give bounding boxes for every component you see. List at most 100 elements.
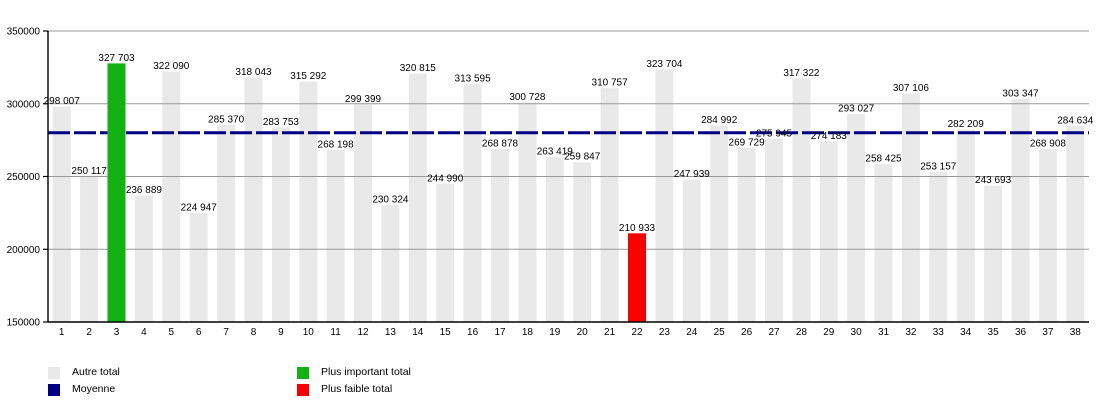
bar [189,213,208,322]
bar [600,88,619,322]
bar-value-label: 285 370 [208,115,245,126]
bar [244,77,263,322]
x-axis-label: 22 [631,327,643,338]
bar [984,185,1003,322]
x-axis-label: 8 [251,327,257,338]
bar-value-label: 250 117 [71,166,107,177]
x-axis-label: 26 [741,327,753,338]
x-axis-label: 24 [686,327,698,338]
bar [326,150,345,322]
bar [52,106,71,322]
bar-value-label: 253 157 [920,161,957,172]
bar-value-label: 307 106 [893,83,930,94]
bar [765,138,783,322]
bar-value-label: 275 945 [756,128,793,139]
x-axis-label: 2 [86,327,92,338]
legend-item-plus-faible-total: Plus faible total [297,383,392,396]
bar-value-label: 284 634 [1057,116,1094,127]
bar-value-label: 282 209 [948,119,985,130]
legend-label-autre-total: Autre total [72,366,120,378]
x-axis-label: 36 [1015,327,1027,338]
plus-faible-total-swatch [297,383,309,396]
bar-value-label: 259 847 [564,152,601,163]
bar [737,147,756,322]
x-axis-label: 30 [851,327,863,338]
y-axis-label: 200000 [7,245,41,256]
legend-item-plus-important-total: Plus important total [297,366,411,379]
bar-value-label: 224 947 [181,203,218,214]
legend-item-moyenne: Moyenne [48,383,115,396]
bar-value-label: 298 007 [44,96,81,107]
bar-value-label: 300 728 [509,92,546,103]
bar [299,81,318,322]
bar [901,93,920,323]
bar [217,125,236,322]
bar-value-label: 327 703 [98,53,135,64]
x-axis-label: 35 [988,327,1000,338]
x-axis-label: 29 [823,327,835,338]
bar [956,129,975,322]
bar-value-label: 315 292 [290,71,327,82]
bar-value-label: 236 889 [126,185,163,196]
bar-value-label: 274 183 [811,131,848,142]
x-axis-label: 9 [278,327,284,338]
bar-value-label: 268 878 [482,139,519,150]
x-axis-label: 25 [714,327,726,338]
bar [381,205,400,322]
bar-value-label: 283 753 [263,117,300,128]
bar [162,71,181,322]
x-axis-label: 16 [467,327,479,338]
x-axis-label: 38 [1070,327,1082,338]
bar [271,127,290,323]
bar-value-label: 320 815 [400,63,437,74]
bar-value-label: 269 729 [729,137,766,148]
bar [929,171,948,322]
bar [1011,98,1030,323]
x-axis-label: 34 [960,327,972,338]
x-axis-label: 17 [494,327,506,338]
x-axis-label: 15 [440,327,452,338]
legend-label-plus-important-total: Plus important total [321,366,411,378]
bar-value-label: 284 992 [701,115,738,126]
x-axis-label: 28 [796,327,808,338]
bar [682,179,701,322]
bar-value-label: 322 090 [153,61,190,72]
bar [819,141,838,322]
bar-value-label: 247 939 [674,169,711,180]
y-axis-label: 250000 [7,172,41,183]
bar-value-label: 318 043 [235,67,272,78]
x-axis-label: 27 [768,327,780,338]
x-axis-label: 14 [412,327,424,338]
legend-label-moyenne: Moyenne [72,383,116,395]
legend-label-plus-faible-total: Plus faible total [321,383,393,395]
x-axis-label: 32 [905,327,917,338]
bar [1066,126,1085,322]
bar [847,113,866,323]
bar-value-label: 263 419 [537,147,574,158]
y-axis-label: 300000 [7,99,41,110]
bar-value-label: 230 324 [372,195,409,206]
x-axis-label: 37 [1042,327,1054,338]
x-axis-label: 19 [549,327,561,338]
bar-value-label: 303 347 [1002,88,1039,99]
bar-value-label: 268 908 [1030,139,1067,150]
bar [573,162,592,322]
x-axis-label: 31 [878,327,890,338]
x-axis-label: 18 [522,327,534,338]
x-axis-label: 21 [604,327,616,338]
bar-max [107,63,126,323]
bar [655,69,674,322]
x-axis-label: 4 [141,327,147,338]
bar [408,73,427,322]
bar [792,78,811,322]
autre-total-swatch [48,366,60,379]
x-axis-label: 5 [169,327,175,338]
x-axis-label: 1 [59,327,65,338]
bar [134,195,153,322]
x-axis-label: 7 [223,327,229,338]
bar-value-label: 310 757 [592,78,629,89]
y-axis-label: 350000 [7,27,41,38]
bar-value-label: 268 198 [318,140,355,151]
legend-item-autre-total: Autre total [48,366,120,379]
